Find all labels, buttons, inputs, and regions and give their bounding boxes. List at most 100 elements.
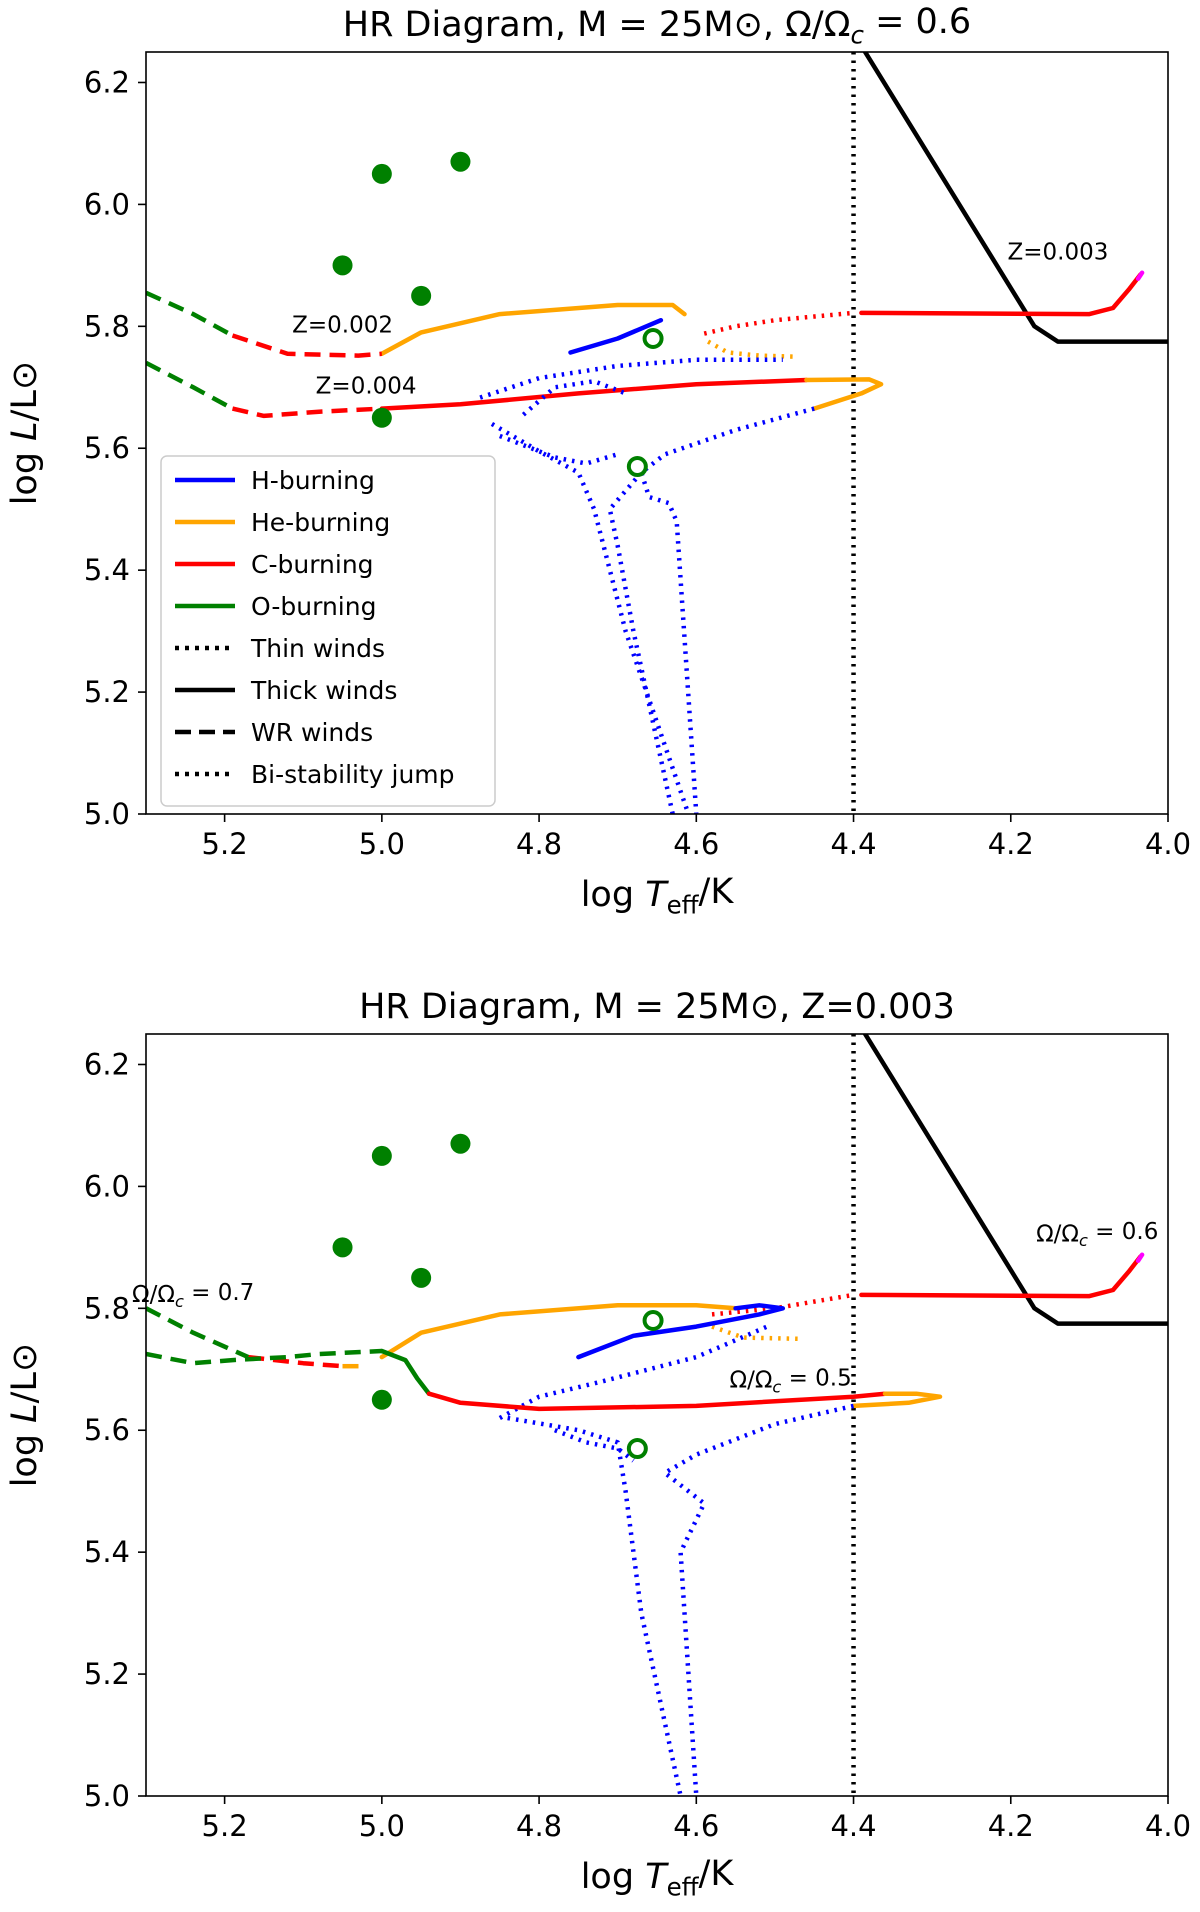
x-tick-label-1: 5.0 [359, 827, 405, 861]
open-marker-1 [626, 1438, 648, 1460]
annotation-1: Ω/Ωc = 0.6 [1036, 1219, 1158, 1250]
track-series-11 [146, 1348, 382, 1366]
legend-label-3: O-burning [251, 592, 376, 621]
y-tick-label-2: 5.4 [84, 553, 130, 587]
track-series-10 [146, 1306, 250, 1360]
track-series-9 [146, 290, 234, 338]
legend-label-0: H-burning [251, 466, 375, 495]
axes-frame [145, 1033, 1169, 1797]
filled-marker-1 [450, 1133, 471, 1154]
x-tick-label-5: 4.2 [988, 827, 1034, 861]
track-series-12 [231, 406, 382, 419]
y-tick-label-5: 6.0 [84, 1169, 130, 1203]
y-tick-label-3: 5.6 [84, 1413, 130, 1447]
filled-marker-3 [411, 285, 432, 306]
axes-frame [145, 51, 1169, 815]
track-series-14 [851, 1391, 943, 1409]
track-series-5 [479, 357, 783, 400]
x-tick-label-4: 4.4 [830, 827, 876, 861]
y-axis-label: log L/L⊙ [5, 361, 45, 506]
open-marker-0 [642, 328, 664, 350]
y-tick-label-4: 5.8 [84, 1291, 130, 1325]
filled-marker-1 [450, 151, 471, 172]
track-series-8 [247, 1354, 343, 1369]
legend-label-5: Thick winds [250, 676, 397, 705]
filled-marker-4 [371, 1389, 392, 1410]
legend-label-6: WR winds [251, 718, 373, 747]
plot-area [146, 52, 1168, 814]
y-tick-label-0: 5.0 [84, 797, 130, 831]
x-tick-label-2: 4.8 [516, 827, 562, 861]
track-series-5 [379, 1303, 738, 1360]
y-tick-label-6: 6.2 [84, 1047, 130, 1081]
annotation-0: Ω/Ωc = 0.7 [132, 1280, 254, 1311]
track-series-16 [507, 1415, 683, 1796]
y-tick-label-0: 5.0 [84, 1779, 130, 1813]
track-series-17 [553, 1428, 635, 1463]
track-series-1 [859, 272, 1143, 317]
x-tick-label-6: 4.0 [1145, 1809, 1191, 1843]
open-marker-0 [642, 1310, 664, 1332]
y-tick-label-5: 6.0 [84, 187, 130, 221]
track-series-10 [379, 377, 809, 411]
y-tick-label-1: 5.2 [84, 1657, 130, 1691]
x-tick-label-4: 4.4 [830, 1809, 876, 1843]
annotation-2: Z=0.003 [1008, 239, 1109, 265]
open-marker-1 [626, 456, 648, 478]
x-axis-label: log Teff/K [581, 1854, 735, 1902]
filled-marker-0 [371, 1145, 392, 1166]
track-series-0 [862, 1034, 1168, 1326]
x-tick-label-3: 4.6 [673, 827, 719, 861]
y-tick-label-2: 5.4 [84, 1535, 130, 1569]
track-series-14 [639, 406, 815, 814]
y-tick-label-6: 6.2 [84, 65, 130, 99]
track-series-4 [707, 339, 799, 360]
track-series-8 [231, 333, 382, 358]
track-series-18 [498, 433, 619, 466]
filled-marker-4 [371, 407, 392, 428]
legend-label-1: He-burning [251, 508, 390, 537]
x-axis-label: log Teff/K [581, 872, 735, 920]
annotation-1: Z=0.004 [316, 373, 417, 399]
track-series-6 [576, 1303, 786, 1360]
track-series-4 [711, 1324, 799, 1342]
track-series-15 [607, 471, 675, 814]
legend-label-2: C-burning [251, 550, 374, 579]
track-series-7 [379, 302, 687, 357]
x-tick-label-6: 4.0 [1145, 827, 1191, 861]
plot-area [146, 1034, 1168, 1796]
track-series-2 [1135, 1252, 1145, 1264]
annotation-0: Z=0.002 [292, 312, 393, 338]
chart-title: HR Diagram, M = 25M⊙, Z=0.003 [359, 987, 955, 1027]
track-series-6 [568, 317, 664, 355]
x-tick-label-0: 5.2 [202, 827, 248, 861]
track-series-15 [662, 1403, 855, 1796]
track-series-17 [490, 421, 691, 814]
track-series-11 [804, 377, 884, 411]
y-axis-label: log L/L⊙ [5, 1343, 45, 1488]
bottom-panel: Ω/Ωc = 0.7 Ω/Ωc = 0.6 Ω/Ωc = 0.5 5.2 5.0 4.8 4… [5, 987, 1191, 1901]
legend-label-7: Bi-stability jump [251, 760, 455, 789]
track-series-13 [146, 360, 234, 411]
track-series-12 [379, 1348, 432, 1396]
track-series-3 [703, 310, 854, 336]
x-tick-label-5: 4.2 [988, 1809, 1034, 1843]
track-series-0 [862, 52, 1168, 344]
y-tick-label-4: 5.8 [84, 309, 130, 343]
x-tick-label-0: 5.2 [202, 1809, 248, 1843]
filled-marker-0 [371, 163, 392, 184]
track-series-2 [1135, 270, 1145, 282]
x-tick-label-1: 5.0 [359, 1809, 405, 1843]
y-tick-label-1: 5.2 [84, 675, 130, 709]
annotation-2: Ω/Ωc = 0.5 [730, 1365, 852, 1396]
x-tick-label-2: 4.8 [516, 1809, 562, 1843]
y-tick-label-3: 5.6 [84, 431, 130, 465]
track-series-3 [711, 1292, 854, 1317]
track-series-1 [859, 1254, 1143, 1299]
chart-title: HR Diagram, M = 25M⊙, Ω/Ωc = 0.6 [343, 2, 971, 50]
legend: H-burning He-burning C-burning O-burning Thi… [160, 455, 496, 807]
legend-box [160, 455, 496, 807]
track-series-16 [521, 378, 627, 417]
filled-marker-3 [411, 1267, 432, 1288]
